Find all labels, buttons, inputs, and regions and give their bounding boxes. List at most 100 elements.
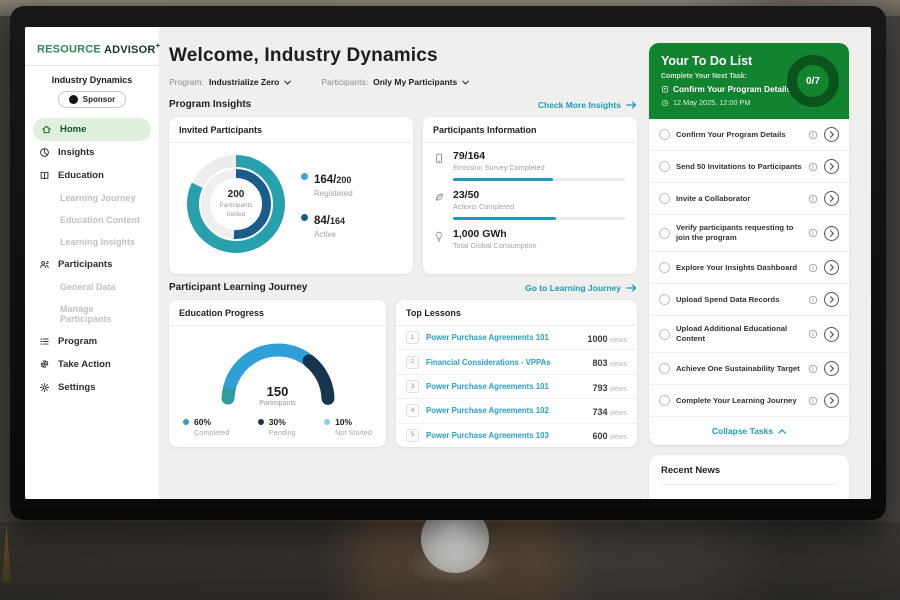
task-label: Achieve One Sustainability Target [676, 364, 802, 374]
task-go-button[interactable] [824, 393, 839, 408]
card-title: Top Lessons [396, 300, 637, 326]
sidebar: RESOURCEADVISOR+ Industry Dynamics Spons… [25, 27, 159, 499]
sidebar-nav: Home Insights Education Learning Journey… [25, 118, 159, 399]
info-icon[interactable] [808, 263, 818, 273]
participants-filter-value: Only My Participants [373, 77, 457, 87]
task-go-button[interactable] [824, 191, 839, 206]
views-suffix: views [609, 337, 627, 344]
task-label: Confirm Your Program Details [676, 130, 802, 140]
task-go-button[interactable] [824, 159, 839, 174]
lesson-link[interactable]: Financial Considerations - VPPAs [426, 358, 585, 367]
task-checkbox[interactable] [659, 161, 670, 172]
program-icon [39, 336, 50, 347]
progress-bar-fill [453, 178, 553, 181]
sidebar-item-home[interactable]: Home [33, 118, 151, 141]
education-icon [39, 170, 50, 181]
sidebar-item-label: Program [58, 336, 97, 347]
sidebar-item-label: Home [60, 124, 86, 135]
collapse-tasks-link[interactable]: Collapse Tasks [649, 417, 849, 445]
info-icon[interactable] [808, 364, 818, 374]
sidebar-item-learning-insights[interactable]: Learning Insights [25, 231, 159, 253]
task-go-button[interactable] [824, 327, 839, 342]
task-checkbox[interactable] [659, 294, 670, 305]
stat-value: 1,000 GWh [453, 228, 625, 240]
sidebar-item-manage-participants[interactable]: Manage Participants [25, 298, 159, 330]
task-checkbox[interactable] [659, 193, 670, 204]
check-more-insights-link[interactable]: Check More Insights [538, 100, 637, 110]
task-row: Achieve One Sustainability Target [649, 353, 849, 385]
task-go-button[interactable] [824, 361, 839, 376]
desk-background: RESOURCEADVISOR+ Industry Dynamics Spons… [0, 0, 900, 600]
task-checkbox[interactable] [659, 129, 670, 140]
task-go-button[interactable] [824, 127, 839, 142]
chevron-right-icon [830, 397, 834, 404]
lesson-link[interactable]: Power Purchase Agreements 101 [426, 382, 585, 391]
section-title: Participant Learning Journey [169, 282, 307, 293]
top-lessons-card: Top Lessons 1 Power Purchase Agreements … [396, 300, 637, 447]
views-suffix: views [609, 410, 627, 417]
sidebar-item-insights[interactable]: Insights [25, 141, 159, 164]
donut-center-label: Participants Invited [212, 202, 260, 219]
task-row: Send 50 Invitations to Participants [649, 151, 849, 183]
brand-secondary: ADVISOR [104, 44, 156, 56]
monitor-stand-glow [405, 545, 505, 585]
card-title: Participants Information [423, 117, 637, 143]
recent-news-title: Recent News [661, 465, 837, 485]
gauge-center: 150 Participants [214, 384, 342, 407]
insights-cards: Invited Participants 200 [169, 117, 639, 274]
legend-label: Registered [314, 189, 353, 198]
task-go-button[interactable] [824, 226, 839, 241]
info-icon[interactable] [808, 295, 818, 305]
sidebar-item-participants[interactable]: Participants [25, 253, 159, 276]
legend-label: Pending [269, 428, 296, 437]
recent-news-card: Recent News [649, 455, 849, 499]
views-count: 600 [592, 431, 607, 441]
info-icon[interactable] [808, 130, 818, 140]
task-go-button[interactable] [824, 260, 839, 275]
views-count: 734 [592, 407, 607, 417]
sidebar-item-general-data[interactable]: General Data [25, 276, 159, 298]
task-label: Upload Spend Data Records [676, 295, 802, 305]
filter-bar: Program: Industrialize Zero Participants… [169, 77, 639, 87]
stat-label: Total Global Consumption [453, 241, 625, 250]
info-icon[interactable] [808, 194, 818, 204]
sidebar-item-settings[interactable]: Settings [25, 376, 159, 399]
task-checkbox[interactable] [659, 363, 670, 374]
learning-cards: Education Progress 150 Participants [169, 300, 639, 447]
education-progress-gauge: 150 Participants [214, 334, 342, 408]
participants-filter[interactable]: Participants: Only My Participants [321, 77, 469, 87]
program-filter[interactable]: Program: Industrialize Zero [169, 77, 291, 87]
invited-participants-card: Invited Participants 200 [169, 117, 413, 274]
task-checkbox[interactable] [659, 395, 670, 406]
go-to-learning-journey-link[interactable]: Go to Learning Journey [525, 283, 637, 293]
task-checkbox[interactable] [659, 228, 670, 239]
info-icon[interactable] [808, 162, 818, 172]
survey-icon [433, 152, 445, 165]
org-name: Industry Dynamics [25, 75, 159, 85]
sidebar-item-take-action[interactable]: Take Action [25, 353, 159, 376]
program-filter-value: Industrialize Zero [209, 77, 279, 87]
lesson-link[interactable]: Power Purchase Agreements 103 [426, 431, 585, 440]
section-title: Program Insights [169, 99, 251, 110]
lesson-row: 5 Power Purchase Agreements 103 600views [396, 424, 637, 447]
task-checkbox[interactable] [659, 262, 670, 273]
task-checkbox[interactable] [659, 329, 670, 340]
task-label: Upload Additional Educational Content [676, 324, 802, 344]
lesson-row: 1 Power Purchase Agreements 101 1000view… [396, 326, 637, 350]
lesson-views: 803views [592, 353, 627, 371]
views-count: 793 [592, 383, 607, 393]
sidebar-item-education[interactable]: Education [25, 164, 159, 187]
sidebar-item-education-content[interactable]: Education Content [25, 209, 159, 231]
info-icon[interactable] [808, 329, 818, 339]
info-icon[interactable] [808, 396, 818, 406]
sidebar-item-learning-journey[interactable]: Learning Journey [25, 187, 159, 209]
legend-item-registered: 164/200 Registered [301, 170, 353, 198]
legend-pct: 60% [194, 417, 229, 427]
lesson-link[interactable]: Power Purchase Agreements 102 [426, 406, 585, 415]
info-icon[interactable] [808, 228, 818, 238]
registered-dot-icon [301, 173, 308, 180]
task-go-button[interactable] [824, 292, 839, 307]
lesson-link[interactable]: Power Purchase Agreements 101 [426, 333, 580, 342]
legend-pct: 30% [269, 417, 296, 427]
sidebar-item-program[interactable]: Program [25, 330, 159, 353]
